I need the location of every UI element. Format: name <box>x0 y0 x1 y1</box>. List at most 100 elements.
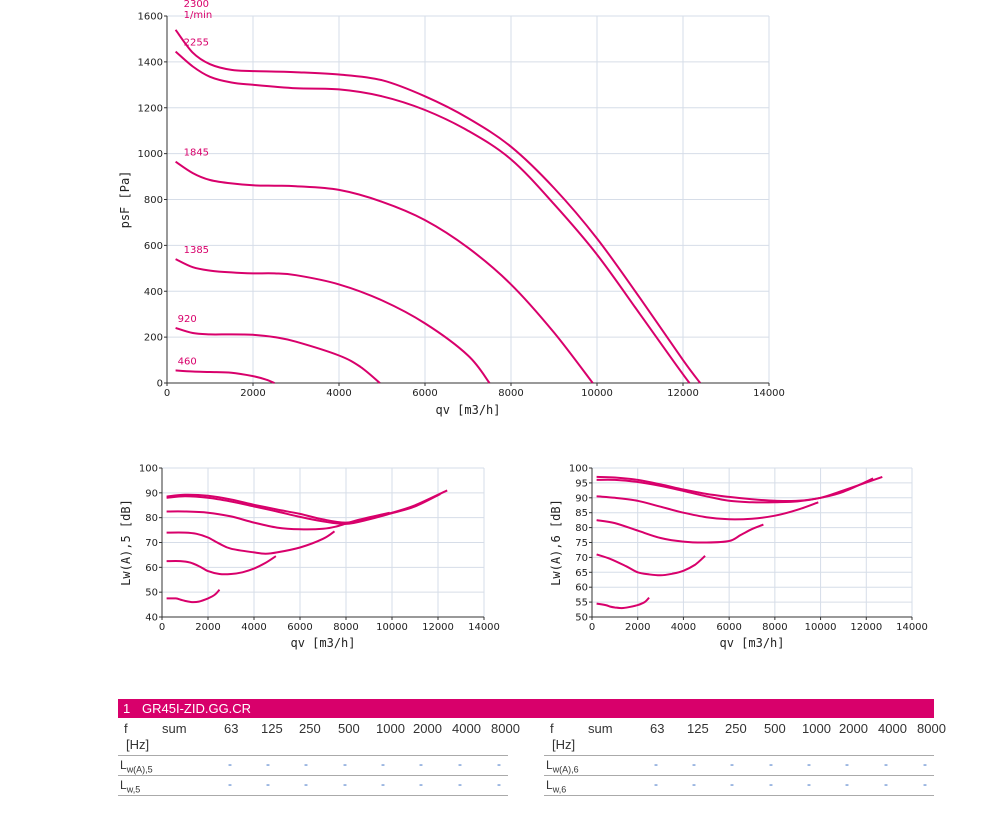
table-rule <box>118 795 508 796</box>
y-tick-label: 0 <box>157 379 163 390</box>
speed-label-1845: 1845 <box>184 148 209 159</box>
table-cell: - <box>807 757 811 771</box>
table-cell: - <box>228 777 232 791</box>
product-band: 1 GR45I-ZID.GG.CR <box>118 699 934 718</box>
series-line-lw6-5 <box>596 596 650 610</box>
sound-table-right: f sum 63 125 250 500 1000 2000 4000 8000 [Hz] Lw(A)… <box>544 718 946 798</box>
x-axis-label: qv [m3/h] <box>435 403 500 417</box>
series-line-lw5-4 <box>166 555 277 576</box>
y-tick-label: 55 <box>575 598 588 609</box>
table-header-500: 500 <box>338 721 360 736</box>
y-tick-label: 800 <box>144 195 163 206</box>
table-cell: - <box>381 757 385 771</box>
y-tick-label: 95 <box>575 478 588 489</box>
table-header-1000: 1000 <box>802 721 831 736</box>
x-tick-label: 4000 <box>241 622 266 633</box>
y-tick-label: 100 <box>569 464 588 475</box>
y-tick-label: 400 <box>144 287 163 298</box>
x-tick-label: 2000 <box>625 622 650 633</box>
table-header-1000: 1000 <box>376 721 405 736</box>
table-cell: - <box>304 777 308 791</box>
table-header-sum: sum <box>162 721 187 736</box>
x-tick-label: 4000 <box>671 622 696 633</box>
y-tick-label: 200 <box>144 333 163 344</box>
series-line-lw5-1 <box>166 493 441 525</box>
series-line-1385 <box>175 258 491 384</box>
chart-lw6 <box>589 467 913 620</box>
table-cell: - <box>769 777 773 791</box>
table-unit: [Hz] <box>552 737 576 752</box>
y-tick-label: 600 <box>144 241 163 252</box>
table-cell: - <box>304 757 308 771</box>
chart-lw5 <box>159 467 485 620</box>
table-cell: - <box>769 757 773 771</box>
row-label-sub: w,6 <box>552 784 567 795</box>
table-cell: - <box>419 777 423 791</box>
row-label-sub: w,5 <box>126 784 141 795</box>
series-line-lw6-3 <box>596 519 764 544</box>
y-tick-label: 70 <box>145 538 158 549</box>
table-row-label: Lw,6 <box>546 778 566 794</box>
product-name: GR45I-ZID.GG.CR <box>142 701 252 716</box>
x-tick-label: 0 <box>164 388 170 399</box>
table-cell: - <box>343 777 347 791</box>
table-cell: - <box>845 777 849 791</box>
table-header-2000: 2000 <box>413 721 442 736</box>
series-line-2255 <box>174 50 691 384</box>
x-tick-label: 12000 <box>850 622 882 633</box>
table-header-500: 500 <box>764 721 786 736</box>
y-tick-label: 100 <box>139 464 158 475</box>
y-tick-label: 1600 <box>138 12 163 23</box>
product-index: 1 <box>123 701 131 716</box>
table-cell: - <box>266 757 270 771</box>
table-cell: - <box>654 777 658 791</box>
speed-label-2300: 2300 <box>184 0 209 10</box>
table-header-8000: 8000 <box>491 721 520 736</box>
table-header-63: 63 <box>224 721 239 736</box>
table-rule <box>118 755 508 756</box>
y-tick-label: 75 <box>575 538 588 549</box>
series-line-lw6-1 <box>596 477 874 504</box>
x-tick-label: 6000 <box>716 622 741 633</box>
series-line-lw5-3 <box>166 530 336 555</box>
row-label-sub: w(A),6 <box>552 764 579 775</box>
table-cell: - <box>730 757 734 771</box>
sound-table-left: f sum 63 125 250 500 1000 2000 4000 8000 [Hz] Lw(A)… <box>118 718 520 798</box>
table-row-label: Lw(A),5 <box>120 758 153 774</box>
table-header-4000: 4000 <box>878 721 907 736</box>
table-cell: - <box>228 757 232 771</box>
chart-pressure <box>164 15 770 386</box>
y-tick-label: 70 <box>575 553 588 564</box>
x-axis-label: qv [m3/h] <box>290 636 355 650</box>
x-tick-label: 10000 <box>376 622 408 633</box>
table-unit: [Hz] <box>126 737 150 752</box>
row-label-main: L <box>120 758 127 772</box>
x-tick-label: 10000 <box>581 388 613 399</box>
speed-label-1385: 1385 <box>184 245 209 256</box>
series-line-lw6-2 <box>596 495 819 521</box>
x-tick-label: 12000 <box>422 622 454 633</box>
y-tick-label: 90 <box>575 493 588 504</box>
series-line-920 <box>175 326 381 384</box>
table-header-4000: 4000 <box>452 721 481 736</box>
table-header-63: 63 <box>650 721 665 736</box>
y-tick-label: 50 <box>145 588 158 599</box>
y-tick-label: 1200 <box>138 103 163 114</box>
table-rule <box>544 795 934 796</box>
table-header-125: 125 <box>261 721 283 736</box>
speed-label-460: 460 <box>178 356 197 367</box>
table-cell: - <box>381 777 385 791</box>
table-header-125: 125 <box>687 721 709 736</box>
speed-label-2255: 2255 <box>184 38 209 49</box>
x-tick-label: 0 <box>589 622 595 633</box>
table-header-250: 250 <box>299 721 321 736</box>
row-label-sub: w(A),5 <box>126 764 153 775</box>
table-cell: - <box>923 777 927 791</box>
x-tick-label: 14000 <box>468 622 500 633</box>
x-tick-label: 6000 <box>412 388 437 399</box>
x-tick-label: 12000 <box>667 388 699 399</box>
table-header-2000: 2000 <box>839 721 868 736</box>
speed-label-920: 920 <box>178 314 197 325</box>
y-tick-label: 40 <box>145 613 158 624</box>
